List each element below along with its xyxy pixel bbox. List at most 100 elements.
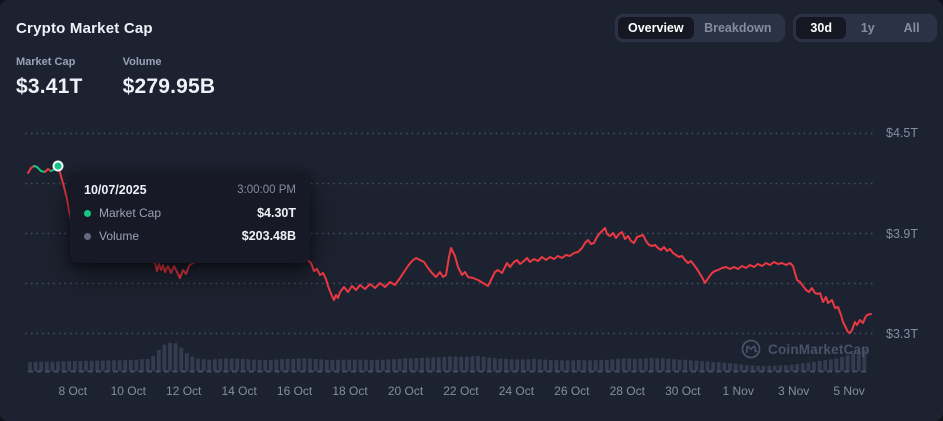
volume-bar xyxy=(341,359,346,371)
volume-bar xyxy=(621,358,626,371)
volume-bar xyxy=(784,365,788,371)
x-axis-label: 10 Oct xyxy=(110,384,146,398)
tooltip-volume-value: $203.48B xyxy=(241,229,296,243)
x-axis-label: 20 Oct xyxy=(387,384,424,398)
volume-bar xyxy=(700,361,704,371)
volume-bar xyxy=(694,360,699,371)
volume-bar xyxy=(179,347,184,371)
y-axis-label: $3.9T xyxy=(886,226,918,241)
volume-bar xyxy=(649,358,654,371)
volume-bar xyxy=(425,357,430,371)
market-cap-line-segment xyxy=(44,168,52,173)
volume-bar xyxy=(274,359,279,371)
chart-tooltip: 10/07/2025 3:00:00 PM Market Cap $4.30T … xyxy=(70,172,310,263)
volume-bar xyxy=(84,360,88,371)
volume-bar xyxy=(453,356,458,371)
volume-bar xyxy=(358,359,363,371)
volume-bar xyxy=(128,360,133,371)
volume-bar xyxy=(140,359,144,371)
volume-bar xyxy=(313,359,318,371)
volume-bar xyxy=(56,361,60,371)
range-tab-1y[interactable]: 1y xyxy=(846,17,889,39)
volume-bar xyxy=(67,361,72,371)
volume-bar xyxy=(296,358,301,371)
volume-bar xyxy=(285,359,290,371)
volume-bar xyxy=(117,360,122,371)
volume-bar xyxy=(280,359,284,371)
volume-bar xyxy=(252,359,256,371)
view-tab-overview[interactable]: Overview xyxy=(618,17,694,39)
tooltip-market-cap-row: Market Cap $4.30T xyxy=(84,206,296,220)
x-axis-label: 1 Nov xyxy=(722,384,754,398)
volume-bar xyxy=(196,358,200,371)
volume-bar xyxy=(840,356,844,371)
market-cap-dot-icon xyxy=(84,209,91,217)
volume-bar xyxy=(504,358,508,371)
volume-bar xyxy=(526,359,531,371)
volume-bar xyxy=(235,358,240,371)
volume-bar xyxy=(492,358,497,371)
volume-bar xyxy=(168,342,172,371)
volume-bar xyxy=(604,359,609,371)
tooltip-time: 3:00:00 PM xyxy=(237,184,296,196)
volume-bar xyxy=(862,349,867,371)
x-axis-label: 3 Nov xyxy=(777,384,810,398)
volume-bar xyxy=(481,356,486,371)
volume-bar xyxy=(666,358,671,371)
volume-bar xyxy=(588,360,592,371)
volume-bar xyxy=(33,361,38,371)
volume-bar xyxy=(856,350,861,371)
volume-bar xyxy=(851,352,856,371)
volume-bar xyxy=(302,358,307,371)
volume-bar xyxy=(750,365,755,371)
volume-bar xyxy=(767,365,772,371)
volume-bar xyxy=(50,361,55,371)
x-axis-label: 12 Oct xyxy=(166,384,202,398)
volume-bar xyxy=(207,359,212,371)
stat-market-cap-label: Market Cap xyxy=(16,56,76,68)
volume-bar xyxy=(392,359,396,371)
x-axis-label: 14 Oct xyxy=(221,384,257,398)
range-tab-all[interactable]: All xyxy=(889,17,934,39)
tooltip-market-cap-label: Market Cap xyxy=(99,206,162,220)
range-toggle-group: 30d 1y All xyxy=(793,14,937,42)
volume-bar xyxy=(229,358,234,371)
volume-bar xyxy=(644,358,648,371)
volume-bar xyxy=(828,359,833,371)
volume-bar xyxy=(151,356,156,371)
tooltip-date: 10/07/2025 xyxy=(84,183,147,197)
x-axis-label: 18 Oct xyxy=(332,384,368,398)
volume-bar xyxy=(190,356,195,371)
x-axis-label: 28 Oct xyxy=(609,384,645,398)
range-tab-30d[interactable]: 30d xyxy=(796,17,847,39)
volume-bar xyxy=(336,359,340,371)
watermark-text: CoinMarketCap xyxy=(768,341,870,357)
volume-bar xyxy=(319,359,324,371)
volume-bar xyxy=(599,360,604,371)
volume-bar xyxy=(414,358,419,371)
volume-bar xyxy=(459,356,464,371)
volume-bar xyxy=(744,365,749,371)
view-tab-breakdown[interactable]: Breakdown xyxy=(694,17,782,39)
volume-bar xyxy=(212,359,217,371)
volume-bar xyxy=(224,358,228,371)
volume-bar xyxy=(78,361,83,371)
volume-bar xyxy=(408,358,413,371)
volume-bar xyxy=(436,357,441,371)
volume-bar xyxy=(246,359,251,371)
volume-bar xyxy=(263,359,268,371)
volume-bar xyxy=(582,360,587,371)
volume-bar xyxy=(554,360,559,371)
tooltip-volume-row: Volume $203.48B xyxy=(84,229,296,243)
volume-bar xyxy=(560,360,564,371)
volume-bar xyxy=(739,364,744,371)
volume-bar xyxy=(156,350,161,371)
view-toggle-group: Overview Breakdown xyxy=(615,14,785,42)
volume-bar xyxy=(638,358,643,371)
y-axis-label: $3.3T xyxy=(886,326,918,341)
volume-bar xyxy=(543,359,548,371)
volume-bar xyxy=(610,359,615,371)
coinmarketcap-logo-icon xyxy=(741,339,761,359)
volume-bar xyxy=(330,359,335,371)
